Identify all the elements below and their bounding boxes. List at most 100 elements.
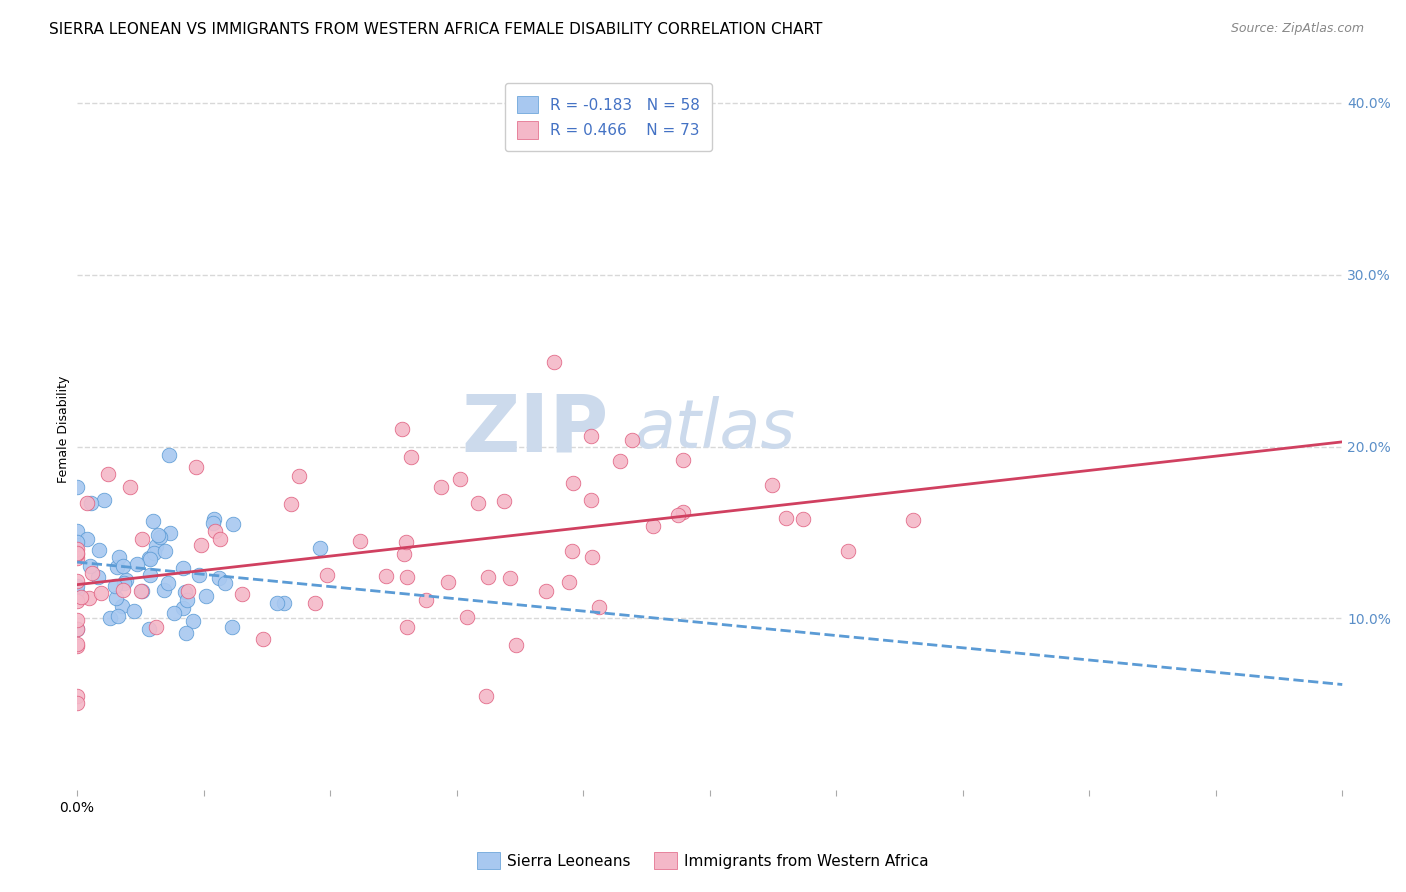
- Point: [396, 620, 419, 634]
- Point: [93, 492, 115, 507]
- Point: [641, 518, 664, 533]
- Point: [174, 626, 197, 640]
- Point: [221, 620, 243, 634]
- Point: [66, 622, 89, 636]
- Point: [98, 611, 121, 625]
- Point: [467, 496, 489, 510]
- Point: [558, 574, 581, 589]
- Point: [579, 428, 602, 442]
- Point: [89, 542, 111, 557]
- Point: [477, 570, 499, 584]
- Point: [204, 524, 226, 539]
- Point: [97, 467, 120, 481]
- Point: [138, 622, 160, 636]
- Point: [159, 448, 181, 462]
- Point: [499, 571, 522, 585]
- Point: [107, 608, 129, 623]
- Point: [392, 547, 415, 561]
- Point: [66, 524, 89, 538]
- Point: [66, 535, 89, 549]
- Point: [609, 454, 631, 468]
- Point: [266, 596, 288, 610]
- Point: [66, 696, 89, 710]
- Point: [125, 557, 148, 571]
- Point: [666, 508, 689, 522]
- Point: [304, 596, 326, 610]
- Point: [138, 550, 160, 565]
- Point: [66, 622, 89, 636]
- Point: [111, 558, 134, 573]
- Point: [775, 511, 797, 525]
- Point: [395, 569, 418, 583]
- Point: [194, 589, 217, 603]
- Point: [107, 560, 129, 574]
- Point: [436, 574, 458, 589]
- Point: [176, 592, 198, 607]
- Point: [66, 584, 89, 599]
- Point: [124, 604, 146, 618]
- Point: [66, 480, 89, 494]
- Text: Source: ZipAtlas.com: Source: ZipAtlas.com: [1230, 22, 1364, 36]
- Point: [761, 477, 783, 491]
- Point: [288, 469, 311, 483]
- Point: [209, 532, 232, 546]
- Point: [177, 584, 200, 599]
- Legend: Sierra Leoneans, Immigrants from Western Africa: Sierra Leoneans, Immigrants from Western…: [471, 846, 935, 875]
- Point: [131, 583, 153, 598]
- Point: [672, 453, 695, 467]
- Point: [374, 569, 396, 583]
- Point: [792, 512, 814, 526]
- Point: [129, 584, 152, 599]
- Point: [449, 472, 471, 486]
- Point: [430, 480, 453, 494]
- Text: ZIP: ZIP: [461, 391, 609, 468]
- Point: [280, 497, 302, 511]
- Point: [561, 543, 583, 558]
- Point: [66, 542, 89, 557]
- Point: [316, 567, 339, 582]
- Point: [80, 496, 103, 510]
- Point: [621, 433, 644, 447]
- Point: [349, 534, 371, 549]
- Point: [901, 513, 924, 527]
- Point: [543, 355, 565, 369]
- Point: [145, 619, 167, 633]
- Point: [82, 566, 104, 581]
- Point: [837, 543, 859, 558]
- Point: [138, 568, 160, 582]
- Point: [104, 591, 127, 605]
- Point: [66, 613, 89, 627]
- Point: [672, 505, 695, 519]
- Text: SIERRA LEONEAN VS IMMIGRANTS FROM WESTERN AFRICA FEMALE DISABILITY CORRELATION C: SIERRA LEONEAN VS IMMIGRANTS FROM WESTER…: [49, 22, 823, 37]
- Point: [172, 600, 194, 615]
- Point: [391, 422, 413, 436]
- Point: [153, 583, 176, 598]
- Point: [505, 638, 527, 652]
- Point: [308, 541, 330, 556]
- Point: [163, 607, 186, 621]
- Y-axis label: Female Disability: Female Disability: [58, 376, 70, 483]
- Point: [66, 574, 89, 588]
- Point: [492, 493, 515, 508]
- Point: [66, 579, 89, 593]
- Point: [139, 551, 162, 566]
- Point: [155, 544, 177, 558]
- Point: [581, 549, 603, 564]
- Point: [186, 459, 208, 474]
- Point: [90, 586, 112, 600]
- Point: [534, 584, 557, 599]
- Point: [456, 610, 478, 624]
- Point: [207, 571, 229, 585]
- Point: [172, 561, 194, 575]
- Point: [181, 614, 204, 628]
- Point: [188, 568, 211, 582]
- Point: [157, 576, 180, 591]
- Point: [475, 689, 498, 703]
- Point: [131, 532, 153, 546]
- Point: [66, 551, 89, 566]
- Point: [143, 546, 166, 560]
- Point: [111, 583, 134, 598]
- Point: [79, 559, 101, 574]
- Point: [66, 637, 89, 651]
- Point: [202, 516, 225, 530]
